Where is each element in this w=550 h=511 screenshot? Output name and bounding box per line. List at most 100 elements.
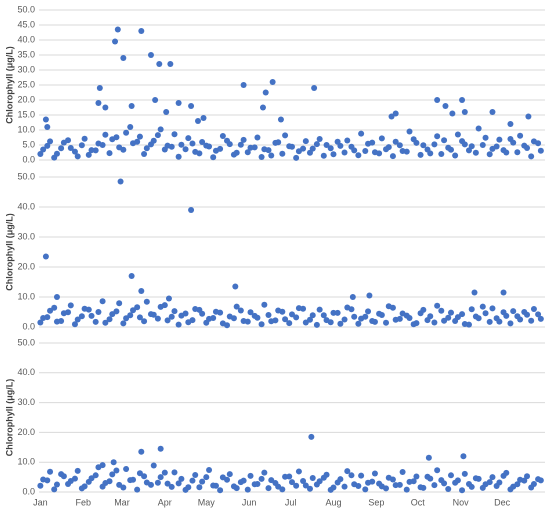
point — [224, 137, 231, 144]
point — [65, 137, 72, 144]
point — [507, 320, 514, 327]
point — [348, 143, 355, 150]
y-tick-label: 10.0 — [17, 124, 35, 134]
point — [112, 38, 119, 45]
point — [128, 103, 135, 109]
point — [196, 306, 203, 313]
y-tick-label: 35.0 — [17, 49, 35, 59]
x-tick-label: Jan — [33, 497, 48, 507]
point — [369, 478, 376, 485]
point — [138, 28, 145, 34]
point — [88, 312, 95, 319]
point — [486, 318, 493, 325]
point — [102, 104, 109, 111]
point — [403, 486, 410, 493]
point — [452, 318, 459, 324]
point — [279, 308, 286, 315]
point — [96, 85, 103, 91]
point — [109, 471, 116, 478]
point — [535, 140, 542, 147]
point — [486, 151, 493, 158]
point — [161, 146, 168, 153]
point — [147, 311, 154, 318]
point — [265, 312, 272, 318]
point — [306, 485, 313, 492]
point — [348, 472, 355, 479]
point — [168, 483, 175, 490]
point — [99, 483, 106, 490]
point — [376, 310, 383, 317]
point — [302, 482, 309, 489]
point — [258, 321, 265, 328]
point — [141, 151, 148, 157]
point — [74, 467, 81, 474]
point — [51, 486, 58, 493]
point — [371, 470, 378, 477]
point — [392, 110, 399, 117]
y-tick-label: 25.0 — [17, 79, 35, 89]
point — [486, 479, 493, 486]
point — [206, 466, 213, 473]
point — [150, 462, 157, 469]
point — [289, 479, 295, 486]
point — [376, 150, 383, 157]
point — [85, 478, 92, 485]
point — [369, 318, 376, 324]
point — [120, 320, 127, 327]
point — [92, 147, 99, 154]
point — [349, 294, 356, 300]
y-tick-label: 0.0 — [22, 154, 35, 164]
point — [217, 309, 224, 316]
y-tick-label: 10.0 — [17, 457, 35, 467]
point — [334, 138, 341, 145]
point — [224, 322, 231, 329]
point — [65, 309, 72, 316]
point — [199, 478, 206, 485]
point — [471, 289, 478, 296]
y-tick-label: 30.0 — [17, 231, 35, 241]
point — [67, 145, 74, 151]
point — [44, 477, 51, 484]
point — [489, 109, 496, 115]
point — [147, 52, 154, 58]
y-tick-label: 0.0 — [22, 321, 35, 331]
point — [330, 151, 337, 158]
point — [434, 97, 441, 103]
point — [376, 480, 383, 487]
point — [164, 480, 171, 487]
point — [189, 477, 196, 484]
point — [358, 130, 365, 137]
point — [71, 148, 78, 155]
point — [461, 470, 468, 477]
point — [58, 145, 65, 152]
point — [441, 137, 448, 144]
point — [535, 476, 542, 483]
point — [500, 472, 507, 479]
point — [134, 304, 141, 311]
point — [74, 153, 81, 160]
point — [447, 472, 454, 479]
point — [279, 486, 286, 493]
point — [500, 147, 507, 154]
point — [445, 314, 452, 321]
point — [152, 97, 159, 103]
point — [262, 89, 269, 96]
point — [251, 312, 258, 319]
point — [410, 321, 417, 328]
point — [167, 61, 174, 67]
point — [51, 154, 58, 161]
y-tick-label: 50.0 — [17, 337, 35, 347]
point — [99, 142, 106, 148]
point — [355, 152, 362, 159]
point — [251, 481, 258, 488]
point — [479, 142, 486, 148]
point — [237, 479, 244, 486]
y-axis-label: Chlorophyll (μg/L) — [4, 379, 14, 457]
point — [286, 320, 293, 327]
point — [44, 314, 51, 321]
point — [431, 141, 438, 148]
point — [78, 485, 85, 492]
x-tick-label: Feb — [75, 497, 91, 507]
point — [530, 306, 537, 312]
point — [156, 61, 163, 67]
